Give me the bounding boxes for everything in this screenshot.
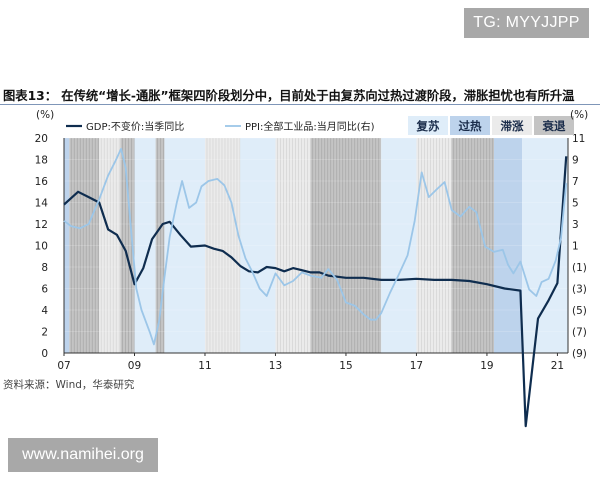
- x-tick-label: 09: [128, 360, 141, 372]
- y-right-tick-label: (5): [572, 305, 587, 317]
- phase-band-0: [64, 138, 70, 353]
- phase-legend-box-2: [492, 116, 532, 135]
- phase-legend-label: 滞涨: [501, 119, 524, 133]
- x-tick-label: 07: [57, 360, 70, 372]
- y-right-tick-label: (7): [572, 327, 587, 339]
- series-lines: [63, 147, 568, 428]
- phase-band-11: [381, 138, 417, 353]
- x-tick-label: 19: [480, 360, 493, 372]
- y-right-tick-label: 7: [572, 176, 579, 188]
- source-note: 资料来源：Wind，华泰研究: [3, 379, 135, 391]
- legend-label-gdp: GDP:不变价:当季同比: [86, 120, 184, 133]
- phase-legend-label: 复苏: [416, 119, 440, 133]
- y-left-tick-label: 12: [35, 219, 48, 231]
- y-right-tick-label: (3): [572, 284, 587, 296]
- series-line-gdp: [63, 156, 568, 428]
- y-right-tick-label: (9): [572, 348, 587, 360]
- y-right-tick-label: (1): [572, 262, 587, 274]
- phase-legend-label: 过热: [459, 119, 482, 133]
- y-left-tick-label: 16: [35, 176, 49, 188]
- y-right-tick-label: 5: [572, 198, 579, 210]
- phase-legend-box-3: [534, 116, 574, 135]
- y-left-tick-label: 18: [35, 155, 48, 167]
- y-left-tick-label: 8: [41, 262, 48, 274]
- phase-band-14: [493, 138, 523, 353]
- right-axis-unit: (%): [570, 109, 588, 121]
- watermark-top: TG: MYYJJPP: [464, 8, 589, 38]
- phase-band-5: [155, 138, 165, 353]
- y-left-tick-label: 14: [35, 198, 49, 210]
- y-left-tick-label: 20: [35, 133, 48, 145]
- y-left-tick-label: 2: [41, 327, 48, 339]
- y-right-tick-label: 11: [572, 133, 585, 145]
- phase-band-3: [120, 138, 135, 353]
- legend-label-ppi: PPI:全部工业品:当月同比(右): [245, 120, 375, 133]
- legend: GDP:不变价:当季同比 PPI:全部工业品:当月同比(右) 复苏 过热 滞涨 衰退: [66, 116, 574, 135]
- x-tick-label: 15: [339, 360, 352, 372]
- y-right-tick-label: 9: [572, 155, 579, 167]
- y-left-tick-label: 6: [41, 284, 48, 296]
- phase-bands: [64, 138, 568, 353]
- axes: [63, 138, 569, 354]
- y-right-tick-label: 1: [572, 241, 579, 253]
- phase-legend-box-1: [450, 116, 490, 135]
- x-tick-label: 21: [551, 360, 564, 372]
- left-axis-unit: (%): [36, 109, 54, 121]
- series-line-ppi: [63, 147, 568, 346]
- phase-legend-box-0: [408, 116, 448, 135]
- x-tick-label: 11: [198, 360, 211, 372]
- y-left-tick-label: 0: [41, 348, 48, 360]
- phase-band-8: [240, 138, 276, 353]
- tick-labels: 201816141210864201197531(1)(3)(5)(7)(9)0…: [35, 133, 587, 372]
- phase-legend-label: 衰退: [542, 119, 566, 133]
- watermark-bottom: www.namihei.org: [8, 438, 158, 472]
- figure-title: 图表13： 在传统“增长-通胀”框架四阶段划分中，目前处于由复苏向过热过渡阶段，…: [3, 89, 575, 103]
- y-left-tick-label: 10: [35, 241, 48, 253]
- y-right-tick-label: 3: [572, 219, 579, 231]
- title-rule: [0, 104, 600, 105]
- x-tick-label: 17: [410, 360, 423, 372]
- y-left-tick-label: 4: [41, 305, 48, 317]
- x-tick-label: 13: [269, 360, 282, 372]
